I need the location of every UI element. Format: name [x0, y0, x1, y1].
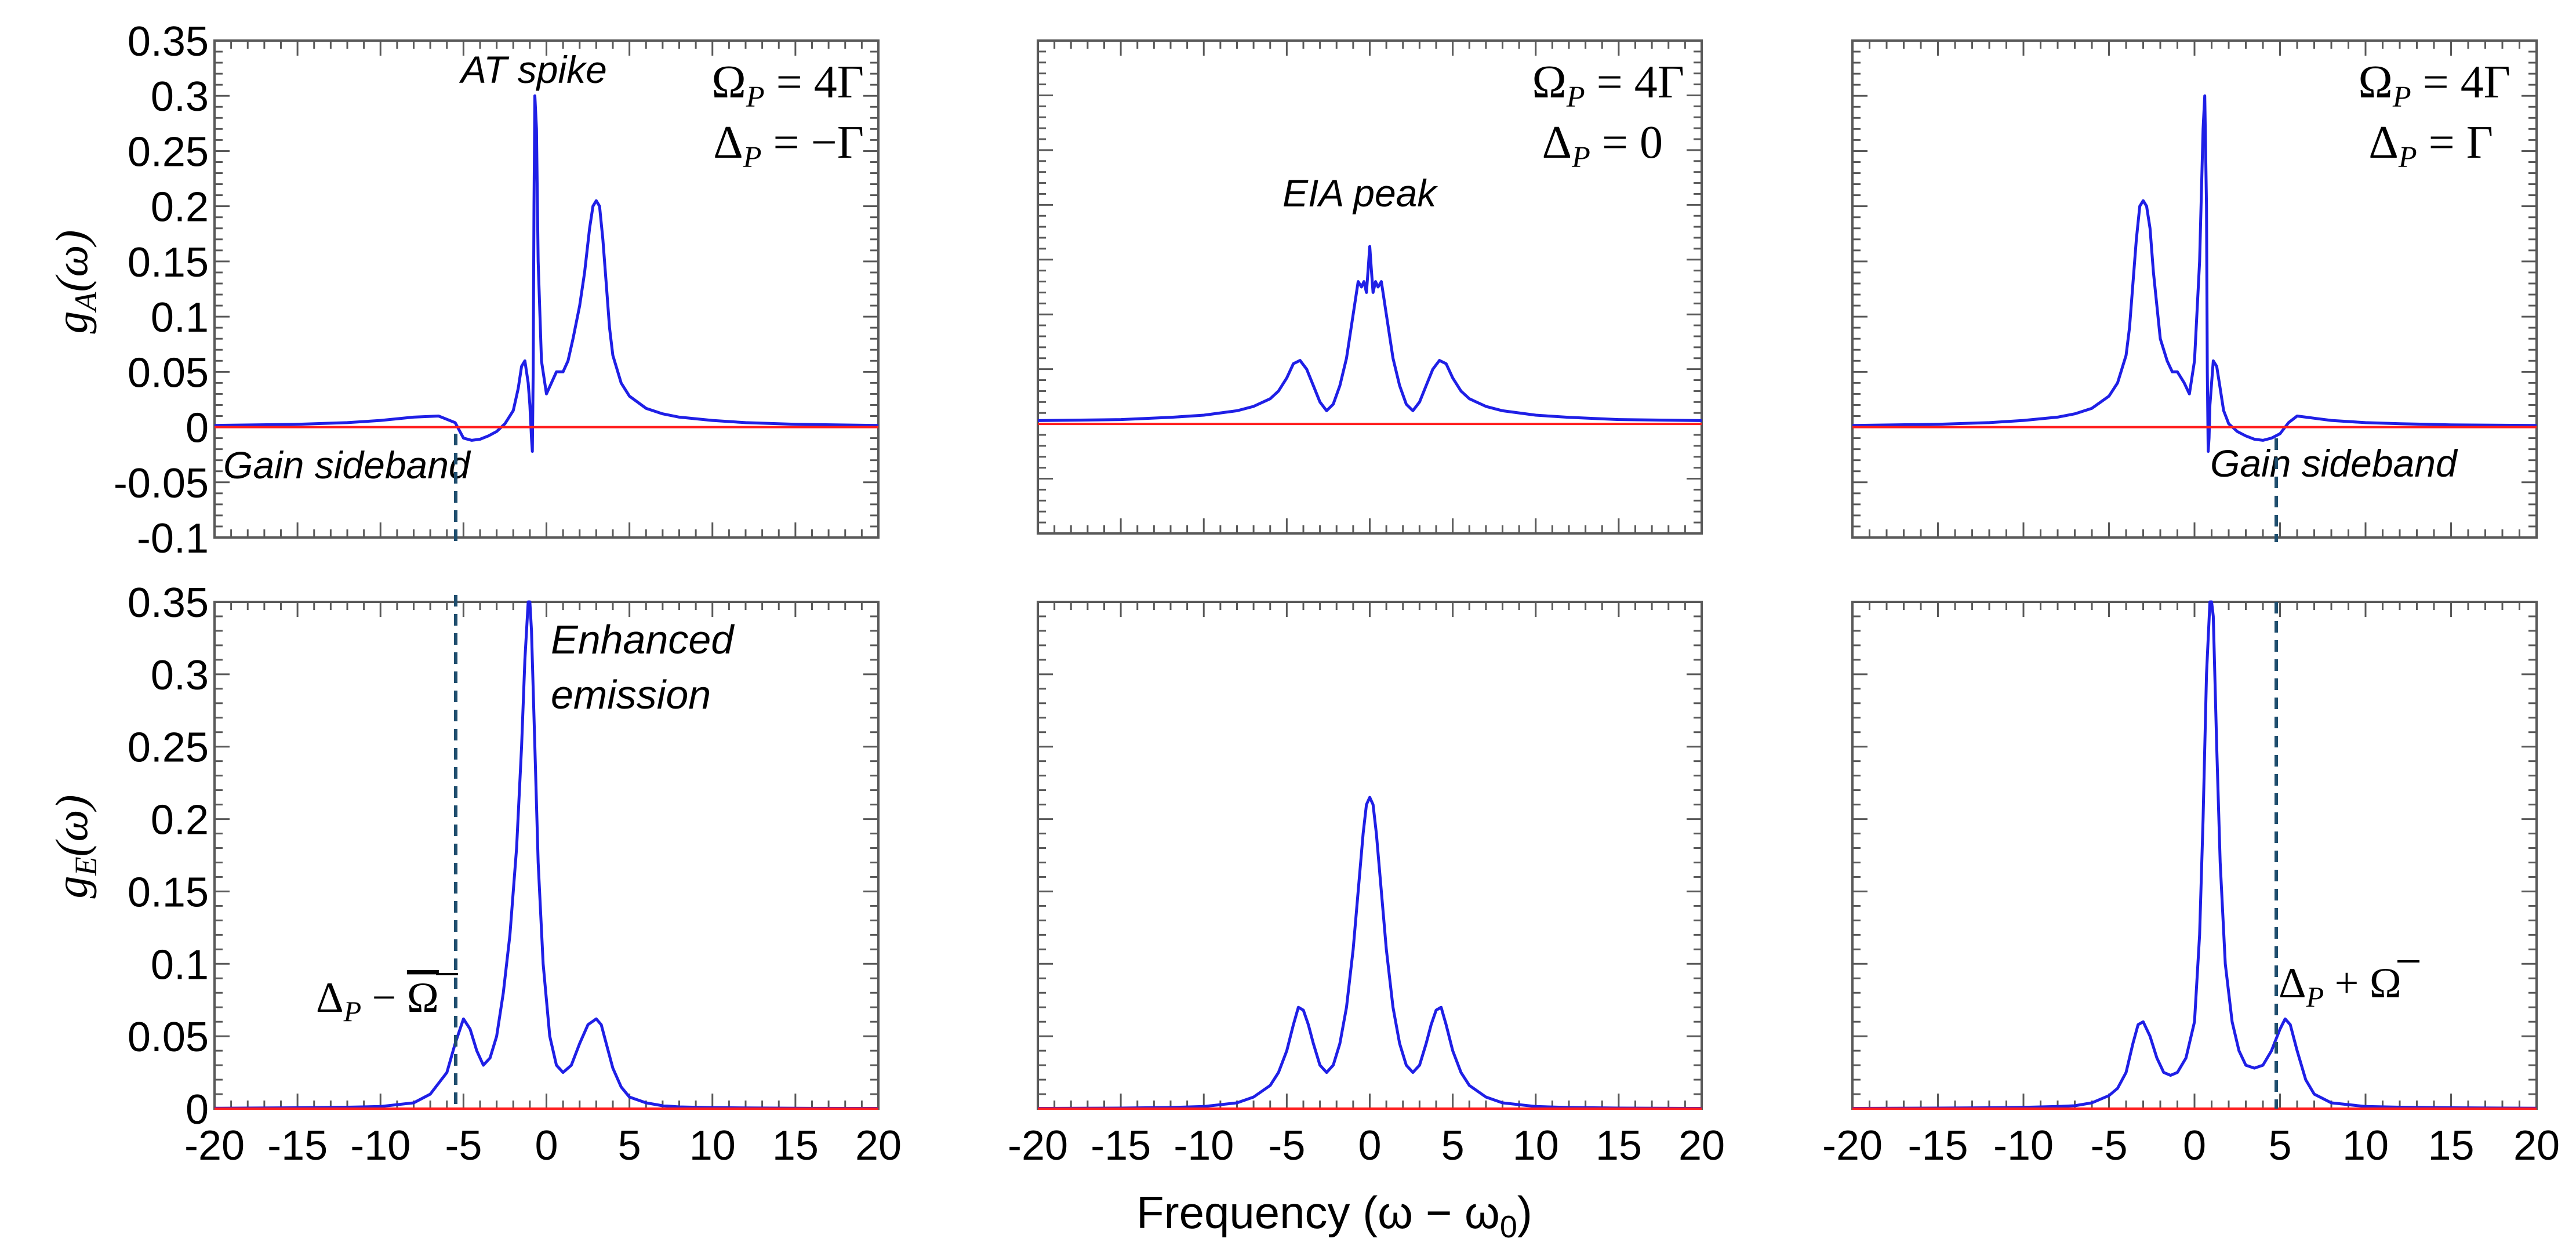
y-tick-label: 0	[186, 1087, 209, 1133]
param-omega-right: ΩP = 4Γ	[2358, 57, 2510, 114]
y-tick-label: -0.1	[137, 515, 209, 562]
x-tick-label: -5	[2090, 1123, 2127, 1169]
y-axis-label-ge: gE(ω)	[46, 794, 103, 898]
y-tick-label: 0.35	[128, 19, 209, 65]
x-tick-label: 5	[1441, 1123, 1465, 1169]
y-tick-label: 0.2	[151, 184, 209, 231]
x-axis-label: Frequency (ω − ω0)	[1136, 1187, 1532, 1242]
curve-series-ga	[214, 94, 879, 453]
panel-ga-right	[1851, 39, 2538, 539]
x-tick-label: -5	[1268, 1123, 1305, 1169]
x-tick-label: -20	[1008, 1123, 1068, 1169]
y-axis-label-ga: gA(ω)	[46, 230, 103, 333]
x-tick-label: -15	[1091, 1123, 1151, 1169]
annotation-at-spike: AT spike	[459, 48, 607, 91]
x-tick-label: 20	[1678, 1123, 1725, 1169]
y-tick-label: 0.25	[128, 725, 209, 771]
x-tick-label: 5	[618, 1123, 641, 1169]
panel-ge-right: -20 -15 -10 -5 0 5 10 15 20	[1822, 600, 2560, 1169]
annotation-enhanced: Enhanced	[551, 617, 735, 662]
y-tick-label: 0	[186, 405, 209, 452]
x-tick-label: 15	[1596, 1123, 1642, 1169]
x-tick-label: 15	[2428, 1123, 2474, 1169]
x-tick-label: -20	[1822, 1123, 1883, 1169]
param-delta-right: ΔP = Γ	[2368, 117, 2493, 174]
plot-frame	[1851, 601, 2538, 1110]
param-delta-left: ΔP = −Γ	[713, 117, 864, 174]
x-tick-label: 10	[1513, 1123, 1559, 1169]
x-tick-label: -15	[267, 1123, 328, 1169]
x-tick-label: 10	[2342, 1123, 2389, 1169]
x-tick-label: -15	[1908, 1123, 1968, 1169]
annotation-gain-sideband-right: Gain sideband	[2210, 442, 2458, 485]
panel-ga-left: -0.1 -0.05 0 0.05 0.1 0.15 0.2 0.25 0.3 0.35	[114, 19, 880, 562]
curve-series-ga	[1037, 245, 1702, 422]
y-tick-label: 0.1	[151, 942, 209, 988]
panel-ge-left: 0 0.05 0.1 0.15 0.2 0.25 0.3 0.35 -20 -15 -10 -5 0 5 1…	[128, 580, 902, 1169]
x-tick-label: 0	[535, 1123, 558, 1169]
x-tick-label: -5	[445, 1123, 482, 1169]
curve-series-ga	[1852, 94, 2537, 453]
annotation-eia-peak: EIA peak	[1282, 172, 1438, 215]
x-tick-label: 0	[1358, 1123, 1381, 1169]
x-tick-label: 0	[2183, 1123, 2206, 1169]
x-tick-label: 5	[2268, 1123, 2291, 1169]
y-tick-label: 0.15	[128, 869, 209, 916]
x-tick-label: -10	[1993, 1123, 2054, 1169]
annotation-sideband-minus: ΔP − Ω	[316, 974, 439, 1027]
y-tick-label: 0.3	[151, 74, 209, 120]
x-tick-label: 15	[772, 1123, 819, 1169]
panel-ga-middle	[1037, 39, 1703, 535]
x-tick-label: 20	[2513, 1123, 2560, 1169]
y-tick-label: 0.05	[128, 1014, 209, 1061]
plot-frame	[1037, 39, 1703, 535]
x-tick-label: -10	[1173, 1123, 1234, 1169]
annotation-gain-sideband-left: Gain sideband	[223, 444, 471, 486]
x-tick-label: -20	[184, 1123, 245, 1169]
y-tick-label: 0.1	[151, 295, 209, 341]
param-omega-left: ΩP = 4Γ	[711, 57, 864, 114]
y-tick-label: 0.3	[151, 652, 209, 699]
plot-frame	[213, 601, 880, 1110]
param-delta-middle: ΔP = 0	[1542, 117, 1663, 174]
y-tick-label: 0.15	[128, 239, 209, 286]
x-tick-label: -10	[350, 1123, 410, 1169]
panel-ge-middle: -20 -15 -10 -5 0 5 10 15 20	[1008, 601, 1725, 1169]
curve-series-ge	[214, 600, 879, 1110]
y-tick-label: 0.2	[151, 797, 209, 844]
annotation-emission: emission	[551, 672, 711, 717]
curve-series-ge	[1037, 796, 1702, 1110]
x-tick-label: 10	[689, 1123, 736, 1169]
curve-series-ge	[1852, 600, 2537, 1110]
annotation-sideband-plus: ΔP + Ω	[2279, 960, 2401, 1013]
x-tick-label: 20	[855, 1123, 902, 1169]
y-tick-label: 0.05	[128, 350, 209, 396]
param-omega-middle: ΩP = 4Γ	[1532, 57, 1684, 114]
y-tick-label: -0.05	[114, 460, 209, 507]
plot-frame	[1037, 601, 1703, 1110]
y-tick-label: 0.25	[128, 129, 209, 175]
y-tick-label: 0.35	[128, 580, 209, 626]
